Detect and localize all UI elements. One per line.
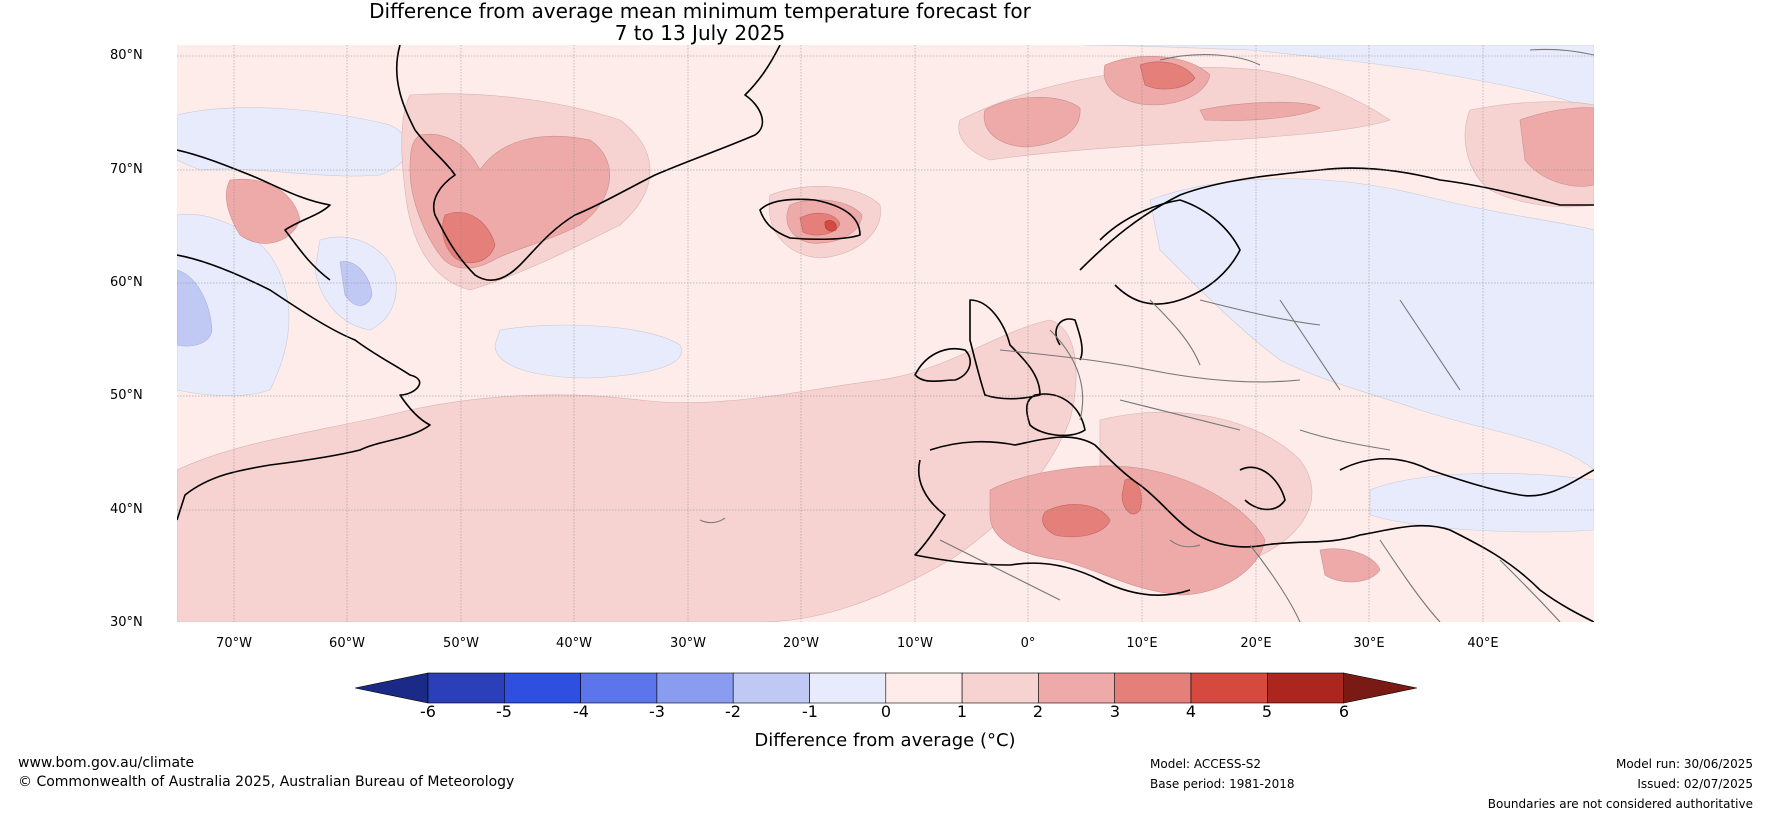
colorbar-tick: 5 [1261, 702, 1273, 721]
colorbar-extend-low [354, 672, 429, 704]
lon-tick-20e: 20°E [1240, 636, 1272, 651]
colorbar-segment [1190, 672, 1268, 704]
footer-website: www.bom.gov.au/climate [18, 755, 195, 771]
lon-tick-60w: 60°W [329, 636, 365, 651]
colorbar-label: Difference from average (°C) [754, 730, 1016, 751]
colorbar-tick: -2 [725, 702, 741, 721]
colorbar-tick: 6 [1338, 702, 1350, 721]
colorbar-segment [961, 672, 1039, 704]
colorbar-tick: -5 [496, 702, 512, 721]
lat-tick-40n: 40°N [110, 502, 143, 517]
colorbar-segment [732, 672, 810, 704]
lat-tick-80n: 80°N [110, 48, 143, 63]
lon-tick-20w: 20°W [783, 636, 819, 651]
lon-tick-10e: 10°E [1126, 636, 1158, 651]
colorbar-tick: 1 [956, 702, 968, 721]
lat-tick-50n: 50°N [110, 388, 143, 403]
lon-tick-30w: 30°W [670, 636, 706, 651]
colorbar-tick: -6 [420, 702, 436, 721]
colorbar-segment [580, 672, 658, 704]
colorbar-tick: -1 [802, 702, 818, 721]
colorbar-tick: 4 [1185, 702, 1197, 721]
map-title-line1: Difference from average mean minimum tem… [369, 0, 1031, 23]
colorbar-segment [656, 672, 734, 704]
colorbar-segment [427, 672, 505, 704]
colorbar-tick: 3 [1109, 702, 1121, 721]
footer-model-run: Model run: 30/06/2025 [1615, 757, 1753, 771]
lon-tick-30e: 30°E [1353, 636, 1385, 651]
colorbar-tick: -3 [649, 702, 665, 721]
colorbar-segment [1114, 672, 1192, 704]
lat-tick-60n: 60°N [110, 275, 143, 290]
lat-tick-70n: 70°N [110, 162, 143, 177]
lat-tick-30n: 30°N [110, 615, 143, 630]
footer-base-period: Base period: 1981-2018 [1150, 777, 1295, 791]
colorbar-tick: 0 [880, 702, 892, 721]
footer-issued: Issued: 02/07/2025 [1637, 777, 1753, 791]
colorbar-segment [809, 672, 887, 704]
map-title-line2: 7 to 13 July 2025 [614, 21, 786, 45]
colorbar-tick: -4 [573, 702, 589, 721]
colorbar-segment [1267, 672, 1344, 704]
colorbar-segment [503, 672, 581, 704]
lon-tick-70w: 70°W [216, 636, 252, 651]
colorbar-extend-high [1343, 672, 1418, 704]
lon-tick-40e: 40°E [1467, 636, 1499, 651]
colorbar-segment [885, 672, 963, 704]
lon-tick-50w: 50°W [443, 636, 479, 651]
footer-disclaimer: Boundaries are not considered authoritat… [1487, 797, 1753, 811]
colorbar-segment [1038, 672, 1116, 704]
lon-tick-0: 0° [1020, 636, 1036, 651]
footer-model: Model: ACCESS-S2 [1150, 757, 1262, 771]
lon-tick-10w: 10°W [897, 636, 933, 651]
lon-tick-40w: 40°W [556, 636, 592, 651]
footer-copyright: © Commonwealth of Australia 2025, Austra… [18, 774, 515, 790]
colorbar-tick: 2 [1032, 702, 1044, 721]
